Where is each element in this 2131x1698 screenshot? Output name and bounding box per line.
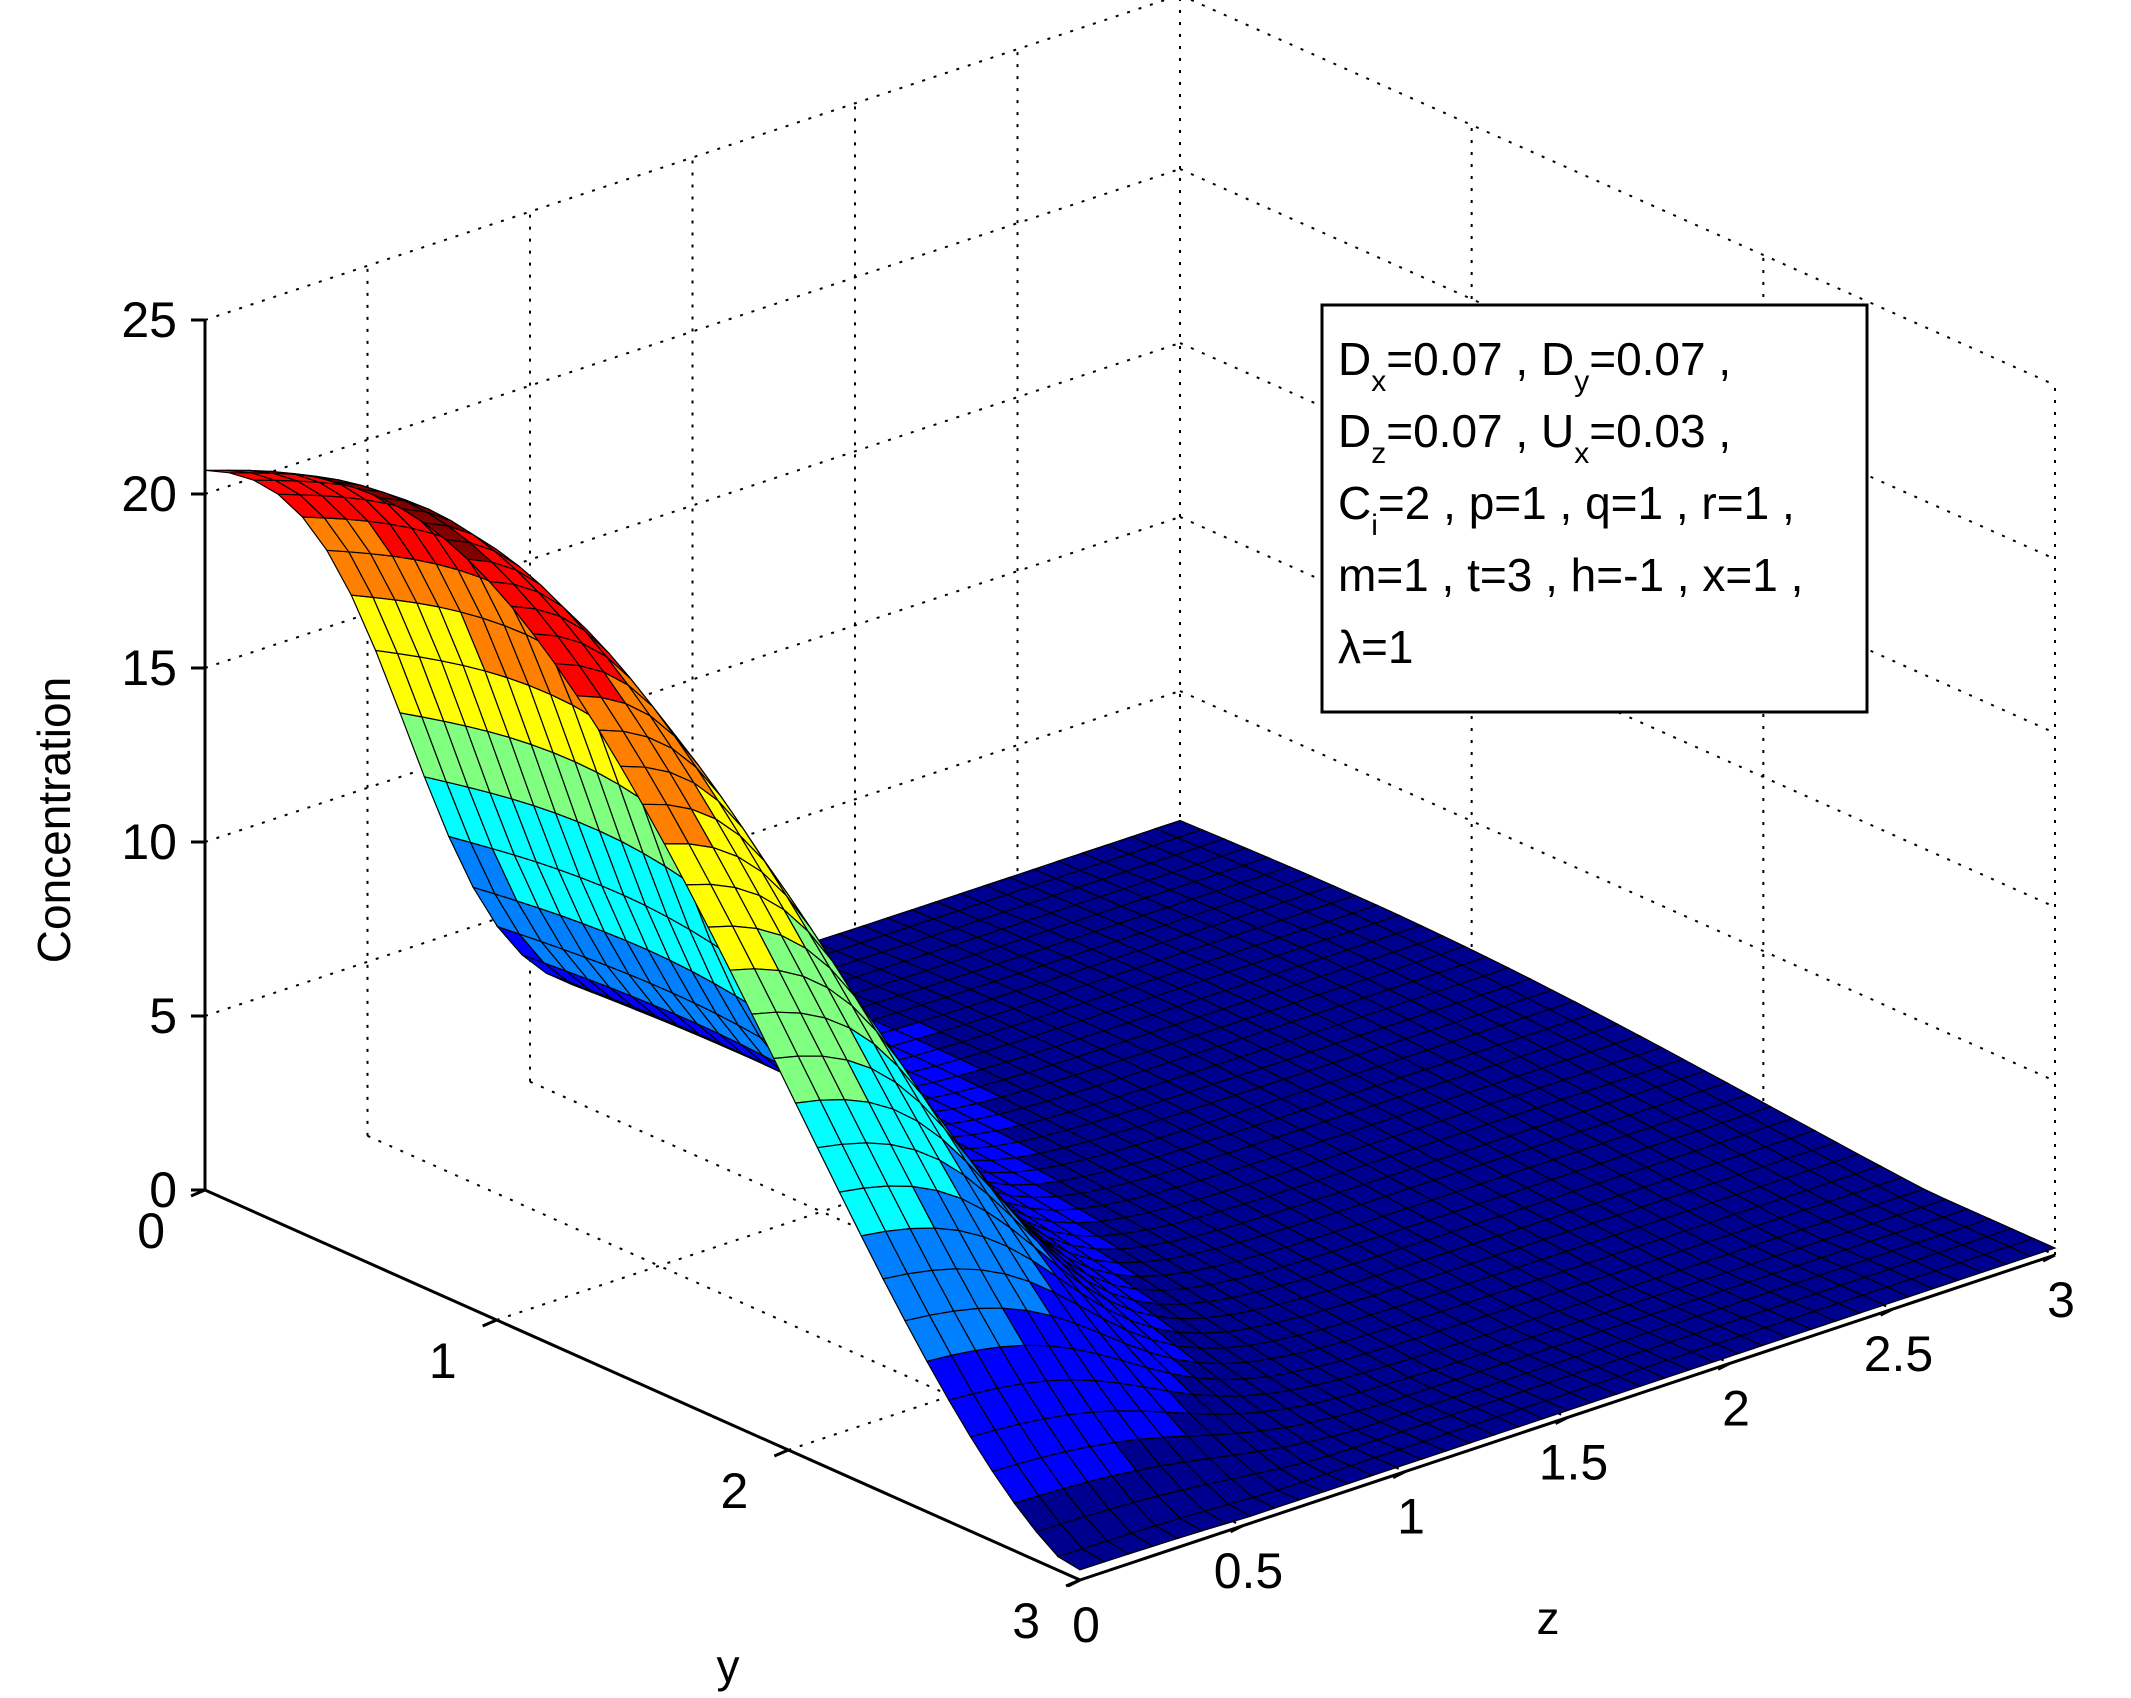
concentration-axis-title: Concentration bbox=[28, 677, 80, 963]
concentration-tick-label: 20 bbox=[121, 466, 177, 522]
concentration-tick-label: 15 bbox=[121, 640, 177, 696]
y-axis-line bbox=[204, 1188, 1081, 1582]
z-tick bbox=[1229, 1524, 1244, 1534]
legend-entry: Dx=0.07 , Dy=0.07 , bbox=[1338, 333, 1731, 398]
z-axis-title: z bbox=[1537, 1592, 1560, 1644]
z-tick-label: 0 bbox=[1072, 1597, 1100, 1653]
z-tick bbox=[2042, 1253, 2056, 1263]
y-tick-label: 2 bbox=[721, 1463, 749, 1519]
z-tick bbox=[1067, 1578, 1081, 1588]
concentration-tick-label: 0 bbox=[149, 1162, 177, 1218]
z-tick bbox=[1879, 1307, 1894, 1317]
legend-box bbox=[1320, 303, 1869, 714]
legend-entry: m=1 , t=3 , h=-1 , x=1 , bbox=[1338, 549, 1803, 601]
y-tick-label: 3 bbox=[1012, 1593, 1040, 1649]
legend-entry: λ=1 bbox=[1338, 621, 1413, 673]
axis-titles: Concentration y z bbox=[28, 677, 1560, 1692]
y-tick-label: 1 bbox=[429, 1333, 457, 1389]
z-tick-label: 1 bbox=[1397, 1489, 1425, 1545]
grid-line bbox=[204, 0, 1169, 321]
z-tick bbox=[1554, 1416, 1569, 1425]
surface bbox=[204, 469, 2057, 1571]
legend-entry: Ci=2 , p=1 , q=1 , r=1 , bbox=[1338, 477, 1795, 542]
concentration-tick-label: 25 bbox=[121, 292, 177, 348]
z-tick-label: 1.5 bbox=[1539, 1435, 1609, 1491]
z-tick-label: 3 bbox=[2047, 1272, 2075, 1328]
y-tick bbox=[190, 1188, 206, 1198]
z-tick bbox=[1717, 1361, 1731, 1371]
z-tick bbox=[1392, 1470, 1406, 1480]
z-tick-label: 0.5 bbox=[1214, 1543, 1284, 1599]
concentration-tick-label: 5 bbox=[149, 988, 177, 1044]
legend-entry: Dz=0.07 , Ux=0.03 , bbox=[1338, 405, 1731, 470]
y-tick bbox=[482, 1318, 498, 1328]
axes-box bbox=[190, 318, 2056, 1588]
z-tick-label: 2 bbox=[1722, 1380, 1750, 1436]
y-tick-label: 0 bbox=[137, 1203, 165, 1259]
surface-patch bbox=[1056, 1548, 1106, 1571]
legend: Dx=0.07 , Dy=0.07 , Dz=0.07 , Ux=0.03 , Ci… bbox=[1320, 303, 1869, 714]
concentration-tick-label: 10 bbox=[121, 814, 177, 870]
z-tick-label: 2.5 bbox=[1864, 1326, 1934, 1382]
y-tick bbox=[773, 1448, 789, 1458]
y-axis-title: y bbox=[717, 1640, 740, 1692]
